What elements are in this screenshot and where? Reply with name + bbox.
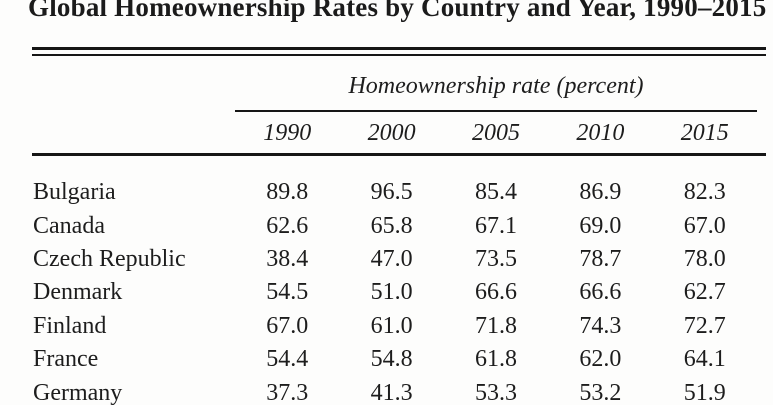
table-title: Global Homeownership Rates by Country an… [28,0,767,22]
country-cell: France [33,346,99,373]
value-cell: 62.6 [266,212,309,239]
year-header-2015: 2015 [680,120,729,146]
value-cell: 64.1 [683,346,726,373]
value-cell: 78.7 [579,245,622,272]
value-cell: 62.0 [579,346,622,373]
year-header-row: 1990 2000 2005 2010 2015 [235,121,757,145]
country-cell: Denmark [33,279,123,306]
country-cell: Canada [33,212,105,239]
table-row: Canada 62.6 65.8 67.1 69.0 67.0 [32,209,757,242]
year-header-1990: 1990 [263,120,312,146]
table-row: Germany 37.3 41.3 53.3 53.2 51.9 [32,376,757,405]
value-cell: 74.3 [579,312,622,339]
value-cell: 89.8 [266,179,309,206]
value-cell: 41.3 [370,379,413,405]
value-cell: 85.4 [474,179,517,206]
value-cell: 47.0 [370,245,413,272]
value-cell: 67.1 [474,212,517,239]
value-cell: 69.0 [579,212,622,239]
spanner-rule [235,110,757,112]
table-row: Finland 67.0 61.0 71.8 74.3 72.7 [32,310,757,343]
value-cell: 54.4 [266,346,309,373]
value-cell: 61.0 [370,312,413,339]
value-cell: 51.9 [683,379,726,405]
value-cell: 37.3 [266,379,309,405]
value-cell: 54.5 [266,279,309,306]
title-rule-bottom [32,54,766,56]
value-cell: 51.0 [370,279,413,306]
country-cell: Czech Republic [33,245,186,272]
country-cell: Finland [33,312,107,339]
value-cell: 72.7 [683,312,726,339]
value-cell: 62.7 [683,279,726,306]
value-cell: 61.8 [474,346,517,373]
country-cell: Germany [33,379,123,405]
country-cell: Bulgaria [33,179,116,206]
table-row: Bulgaria 89.8 96.5 85.4 86.9 82.3 [32,176,757,209]
value-cell: 38.4 [266,245,309,272]
value-cell: 65.8 [370,212,413,239]
value-cell: 66.6 [474,279,517,306]
table-body: Bulgaria 89.8 96.5 85.4 86.9 82.3 Canada… [32,176,757,405]
table-row: Denmark 54.5 51.0 66.6 66.6 62.7 [32,276,757,309]
value-cell: 54.8 [370,346,413,373]
title-rule-top [32,47,766,50]
header-rule [32,153,766,156]
year-header-2010: 2010 [576,120,625,146]
value-cell: 67.0 [266,312,309,339]
value-cell: 82.3 [683,179,726,206]
value-cell: 66.6 [579,279,622,306]
table-row: France 54.4 54.8 61.8 62.0 64.1 [32,343,757,376]
year-header-2000: 2000 [367,120,416,146]
value-cell: 78.0 [683,245,726,272]
spanner-header: Homeownership rate (percent) [348,73,644,99]
value-cell: 73.5 [474,245,517,272]
value-cell: 67.0 [683,212,726,239]
value-cell: 53.3 [474,379,517,405]
table-row: Czech Republic 38.4 47.0 73.5 78.7 78.0 [32,243,757,276]
value-cell: 86.9 [579,179,622,206]
value-cell: 53.2 [579,379,622,405]
value-cell: 96.5 [370,179,413,206]
year-header-2005: 2005 [471,120,520,146]
value-cell: 71.8 [474,312,517,339]
